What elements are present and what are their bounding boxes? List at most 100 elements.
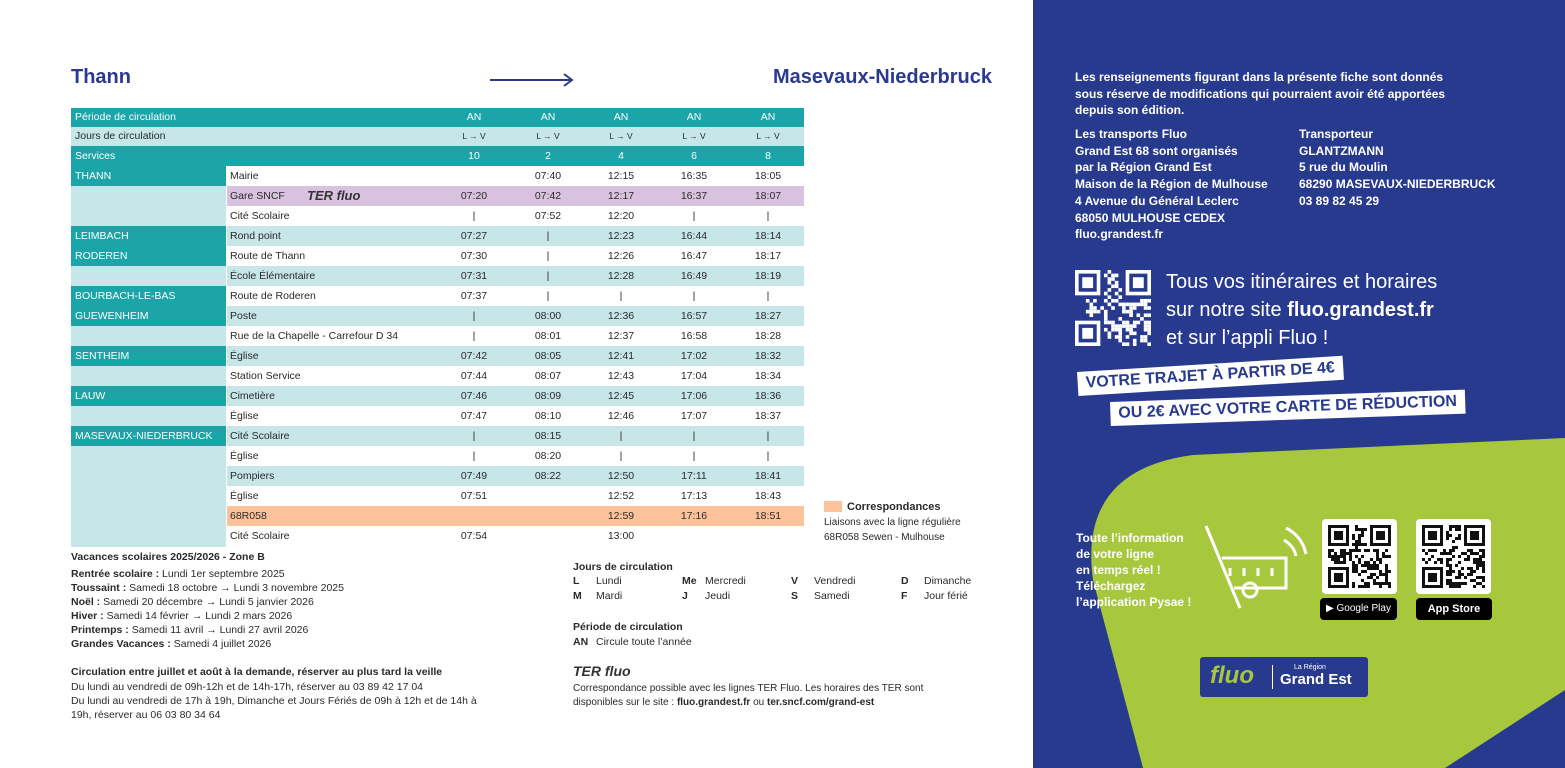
qr-module	[1352, 561, 1355, 564]
time: 08:00	[534, 310, 562, 322]
carrier-line: 5 rue du Moulin	[1299, 160, 1388, 175]
qr-module	[1118, 338, 1123, 343]
stop-row	[227, 406, 804, 426]
qr-module	[1455, 564, 1458, 567]
commune: THANN	[75, 170, 112, 182]
time: 18:14	[754, 230, 782, 242]
time: 08:07	[534, 370, 562, 382]
holiday-dates: Samedi 11 avril → Lundi 27 avril 2026	[131, 624, 309, 636]
google-play-button[interactable]: ▶ Google Play	[1320, 598, 1397, 620]
qr-module	[1343, 552, 1346, 555]
qr-module	[1125, 320, 1130, 325]
qr-module	[1346, 552, 1349, 555]
qr-module	[1358, 558, 1361, 561]
commune: RODEREN	[75, 250, 128, 262]
qr-module	[1449, 582, 1452, 585]
time: 07:42	[534, 190, 562, 202]
qr-module	[1461, 582, 1464, 585]
stop-row	[227, 306, 804, 326]
qr-module	[1107, 288, 1112, 292]
store-label[interactable]: App Store	[1427, 603, 1481, 615]
time: 18:19	[754, 270, 782, 282]
qr-module	[1422, 558, 1425, 561]
qr-module	[1147, 306, 1151, 310]
qr-module	[1129, 327, 1133, 332]
qr-module	[1464, 582, 1467, 585]
holiday-label: Noël :	[71, 596, 101, 608]
time: 07:20	[460, 190, 488, 202]
qr-module	[1337, 555, 1340, 558]
stop-row	[227, 366, 804, 386]
carrier-line: Transporteur	[1299, 127, 1374, 141]
qr-module	[1103, 320, 1108, 325]
header-value: 10	[468, 150, 480, 162]
stop-row	[227, 486, 804, 506]
time: 07:49	[460, 470, 488, 482]
stop: Route de Roderen	[230, 290, 316, 302]
qr-module	[1129, 309, 1133, 314]
qr-module	[1343, 561, 1346, 564]
qr-module	[1449, 534, 1452, 537]
organizer-line: par la Région Grand Est	[1075, 160, 1212, 175]
time: 07:42	[460, 350, 488, 362]
qr-module	[1455, 525, 1458, 528]
qr-module	[1343, 549, 1346, 552]
qr-module	[1446, 561, 1449, 564]
stop: Rue de la Chapelle - Carrefour D 34	[230, 330, 399, 342]
qr-module	[1349, 558, 1352, 561]
header-value: L → V	[682, 131, 706, 141]
qr-module	[1361, 579, 1364, 582]
time: |	[546, 250, 550, 262]
qr-module	[1428, 558, 1431, 561]
stop: Pompiers	[230, 470, 275, 482]
qr-module	[1107, 335, 1112, 339]
qr-module	[1358, 549, 1361, 552]
qr-module	[1449, 552, 1452, 555]
qr-module	[1452, 525, 1455, 528]
qr-module	[1343, 555, 1346, 558]
web-line: sur notre site fluo.grandest.fr	[1166, 296, 1437, 324]
qr-module	[1479, 558, 1482, 561]
app-store-button[interactable]: App Store	[1416, 598, 1492, 620]
time: |	[546, 270, 550, 282]
qr-module	[1085, 298, 1090, 303]
qr-module	[1467, 567, 1470, 570]
time: 16:49	[680, 270, 708, 282]
qr-module	[1352, 567, 1355, 570]
qr-module	[1425, 561, 1428, 564]
qr-module	[1352, 582, 1355, 585]
qr-module	[1114, 284, 1119, 289]
qr-module	[1125, 327, 1130, 332]
qr-module	[1479, 555, 1482, 558]
stop-row	[227, 526, 804, 546]
qr-module	[1122, 306, 1126, 310]
qr-module	[1129, 324, 1133, 328]
qr-module	[1111, 277, 1115, 281]
qr-module	[1473, 558, 1476, 561]
qr-module	[1388, 555, 1391, 558]
brand-logo: fluo La Région Grand Est	[1200, 657, 1368, 697]
qr-module	[1431, 555, 1434, 558]
qr-module	[1089, 302, 1094, 307]
time: 18:07	[754, 190, 782, 202]
stop: Rond point	[230, 230, 281, 242]
qr-module	[1461, 552, 1464, 555]
qr-module	[1482, 567, 1485, 570]
stop: Route de Thann	[230, 250, 306, 262]
qr-module	[1385, 567, 1388, 570]
commune-cell	[71, 506, 226, 527]
qr-module	[1446, 531, 1449, 534]
qr-module	[1379, 582, 1382, 585]
holiday: Noël : Samedi 20 décembre → Lundi 5 janv…	[71, 595, 314, 609]
direction-arrow	[490, 73, 574, 87]
qr-module	[1118, 331, 1123, 336]
qr-module	[1089, 309, 1094, 314]
qr-module	[1458, 528, 1461, 531]
qr-module	[1482, 585, 1485, 588]
store-label[interactable]: Google Play	[1336, 603, 1391, 614]
holiday-dates: Samedi 14 février → Lundi 2 mars 2026	[106, 610, 293, 622]
qr-module	[1143, 298, 1148, 303]
qr-module	[1125, 302, 1130, 307]
qr-module	[1107, 320, 1112, 325]
time: 18:37	[754, 410, 782, 422]
